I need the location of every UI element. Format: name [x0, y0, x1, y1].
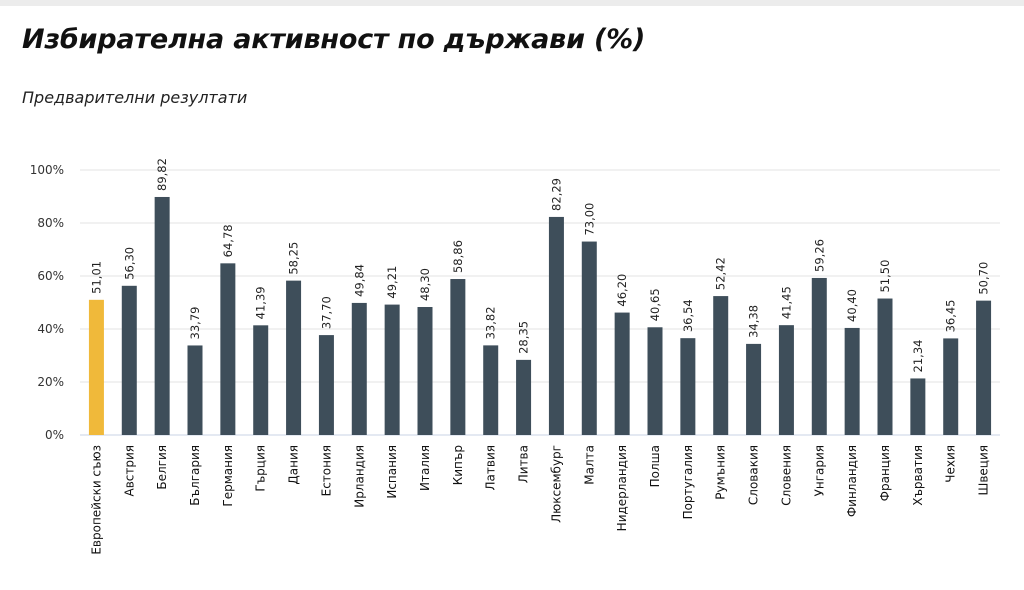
bar: [384, 304, 400, 435]
value-label: 73,00: [582, 203, 596, 236]
bar: [746, 343, 762, 435]
bar: [450, 279, 466, 435]
bar: [581, 241, 597, 435]
y-tick-label: 0%: [45, 428, 64, 442]
value-label: 41,39: [254, 286, 268, 319]
value-label: 49,84: [352, 264, 366, 297]
bar: [647, 327, 663, 435]
bar: [811, 277, 827, 435]
category-label: България: [188, 445, 202, 506]
category-label: Латвия: [484, 445, 498, 490]
y-tick-label: 100%: [30, 163, 64, 177]
category-label: Румъния: [714, 445, 728, 500]
category-label: Хърватия: [911, 445, 925, 506]
bar: [713, 296, 729, 435]
value-label: 48,30: [418, 268, 432, 301]
value-label: 82,29: [549, 178, 563, 211]
y-tick-label: 60%: [37, 269, 64, 283]
value-label: 33,82: [484, 306, 498, 339]
value-label: 51,50: [878, 260, 892, 293]
bar: [548, 216, 564, 435]
value-label: 46,20: [615, 274, 629, 307]
value-label: 56,30: [122, 247, 136, 280]
value-label: 52,42: [714, 257, 728, 290]
value-label: 40,40: [845, 289, 859, 322]
category-label: Чехия: [944, 445, 958, 483]
bar: [976, 300, 992, 435]
value-label: 49,21: [385, 266, 399, 299]
value-label: 58,86: [451, 240, 465, 273]
bar: [877, 298, 893, 435]
category-label: Италия: [418, 445, 432, 491]
value-label: 36,54: [681, 299, 695, 332]
y-tick-label: 20%: [37, 375, 64, 389]
bar: [943, 338, 959, 435]
value-label: 40,65: [648, 288, 662, 321]
y-tick-label: 40%: [37, 322, 64, 336]
chart-title: Избирателна активност по държави (%): [22, 24, 646, 55]
bar: [351, 302, 367, 435]
category-label: Нидерландия: [615, 445, 629, 531]
value-label: 28,35: [517, 321, 531, 354]
bar: [483, 345, 499, 435]
category-label: Германия: [221, 445, 235, 507]
bar: [778, 325, 794, 435]
category-label: Финландия: [845, 445, 859, 517]
value-label: 21,34: [911, 340, 925, 373]
category-label: Люксембург: [549, 445, 563, 523]
y-tick-label: 80%: [37, 216, 64, 230]
bar: [220, 263, 236, 435]
category-label: Малта: [582, 445, 596, 485]
category-label: Португалия: [681, 445, 695, 519]
top-bar: [0, 0, 1024, 6]
chart-subtitle: Предварителни резултати: [22, 88, 248, 107]
value-label: 34,38: [747, 305, 761, 338]
bar: [516, 359, 532, 435]
value-label: 58,25: [287, 242, 301, 275]
category-label: Дания: [287, 445, 301, 485]
bar: [121, 285, 137, 435]
bar: [318, 335, 334, 435]
bar: [614, 312, 630, 435]
bar: [253, 325, 269, 435]
value-label: 59,26: [812, 239, 826, 272]
value-label: 51,01: [89, 261, 103, 294]
value-label: 33,79: [188, 307, 202, 340]
category-label: Гърция: [254, 445, 268, 492]
bar: [910, 378, 926, 435]
category-label: Литва: [517, 445, 531, 483]
category-label: Европейски съюз: [89, 445, 103, 555]
category-label: Словакия: [747, 445, 761, 505]
bar: [680, 338, 696, 435]
category-label: Франция: [878, 445, 892, 501]
value-label: 50,70: [977, 262, 991, 295]
category-label: Полша: [648, 445, 662, 487]
bar: [187, 345, 203, 435]
value-label: 37,70: [319, 296, 333, 329]
bar: [844, 327, 860, 435]
category-label: Испания: [385, 445, 399, 499]
category-label: Австрия: [122, 445, 136, 497]
bar: [286, 280, 302, 435]
bar: [88, 299, 104, 435]
bar: [154, 196, 170, 435]
value-label: 41,45: [779, 286, 793, 319]
category-label: Швеция: [977, 445, 991, 495]
category-label: Словения: [779, 445, 793, 506]
value-label: 64,78: [221, 224, 235, 257]
category-label: Кипър: [451, 445, 465, 485]
category-label: Белгия: [155, 445, 169, 490]
value-label: 36,45: [944, 299, 958, 332]
value-label: 89,82: [155, 158, 169, 191]
category-label: Унгария: [812, 445, 826, 496]
bar: [417, 307, 433, 435]
category-label: Ирландия: [352, 445, 366, 508]
category-label: Естония: [319, 445, 333, 496]
